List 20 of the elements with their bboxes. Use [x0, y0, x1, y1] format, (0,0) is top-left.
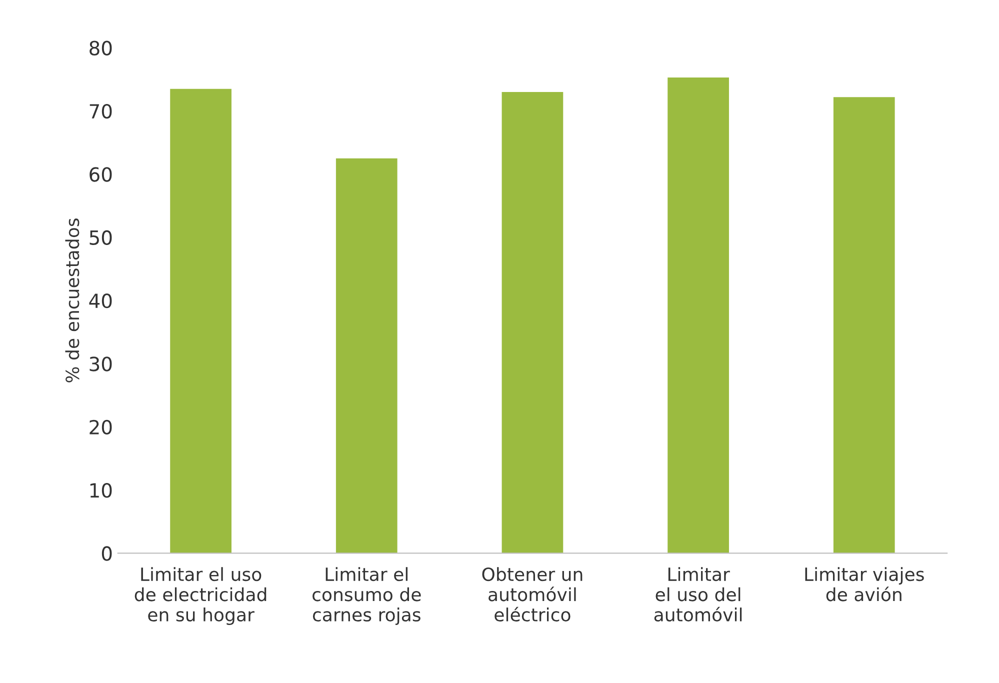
y-tick-label: 30 [90, 356, 112, 372]
y-tick-label: 20 [90, 420, 112, 435]
x-tick-label: Limitar el uso del automóvil [654, 567, 742, 622]
x-tick-label: Limitar el consumo de carnes rojas [312, 567, 421, 626]
y-axis-title: % de encuestados [65, 218, 80, 382]
bar [336, 158, 398, 554]
y-tick-label: 70 [90, 104, 112, 119]
x-tick-label: Obtener un automóvil eléctrico [482, 567, 582, 622]
x-tick-label: Limitar el uso de electricidad en su hogar [134, 567, 266, 626]
y-tick-label: 0 [102, 546, 112, 561]
y-tick-label: 60 [90, 167, 112, 182]
y-tick-label: 10 [90, 483, 112, 498]
x-tick-label: Limitar viajes de avión [805, 567, 924, 602]
bar [833, 97, 895, 554]
bar [170, 88, 232, 554]
y-tick-label: 40 [89, 293, 112, 308]
y-tick-label: 50 [90, 230, 112, 246]
bar [502, 92, 564, 554]
y-tick-label: 80 [90, 40, 112, 56]
bar [668, 78, 729, 554]
